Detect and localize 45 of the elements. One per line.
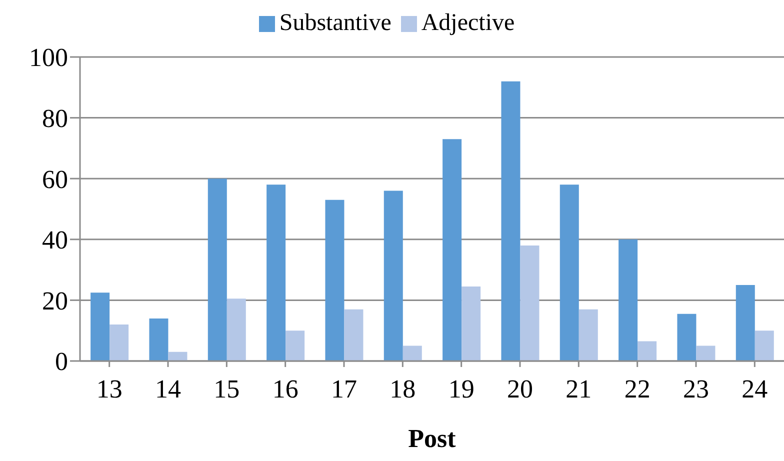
x-tick-label: 23	[683, 374, 709, 404]
bar	[736, 285, 755, 361]
bar	[90, 292, 110, 361]
bar	[168, 352, 188, 361]
bar	[618, 239, 638, 361]
y-tick-label: 0	[55, 347, 68, 376]
x-tick-label: 15	[214, 374, 240, 404]
x-tick-label: 22	[624, 374, 650, 404]
bar	[266, 184, 286, 361]
bar	[578, 309, 598, 361]
bar	[520, 245, 540, 361]
y-tick-label: 20	[42, 286, 68, 316]
bar	[149, 318, 168, 361]
bar	[462, 286, 481, 361]
x-tick-label: 17	[331, 374, 357, 404]
x-tick-label: 16	[272, 374, 298, 404]
bar	[344, 309, 364, 361]
bar	[677, 314, 696, 361]
y-tick-label: 40	[42, 226, 68, 255]
x-axis-title: Post	[408, 424, 456, 453]
bar	[402, 346, 422, 361]
bar	[226, 298, 246, 361]
y-tick-label: 80	[42, 104, 68, 134]
x-tick-label: 19	[448, 374, 474, 404]
x-tick-label: 14	[155, 374, 181, 404]
bar	[501, 81, 520, 361]
bar	[442, 139, 462, 361]
bar	[560, 184, 579, 361]
x-tick-label: 18	[390, 374, 416, 404]
x-tick-label: 21	[566, 374, 592, 404]
bar	[696, 346, 716, 361]
legend-label: Substantive	[279, 10, 392, 36]
bar	[384, 190, 403, 361]
y-tick-label: 60	[42, 164, 68, 194]
bar	[110, 324, 129, 361]
bar	[286, 330, 305, 361]
y-tick-label: 100	[29, 43, 68, 72]
x-tick-label: 24	[742, 374, 768, 404]
legend-label: Adjective	[421, 10, 515, 36]
x-tick-label: 13	[96, 374, 122, 404]
x-tick-label: 20	[507, 374, 533, 404]
bar	[325, 200, 344, 361]
bar	[754, 330, 774, 361]
bar	[638, 341, 657, 361]
bar	[208, 178, 227, 361]
